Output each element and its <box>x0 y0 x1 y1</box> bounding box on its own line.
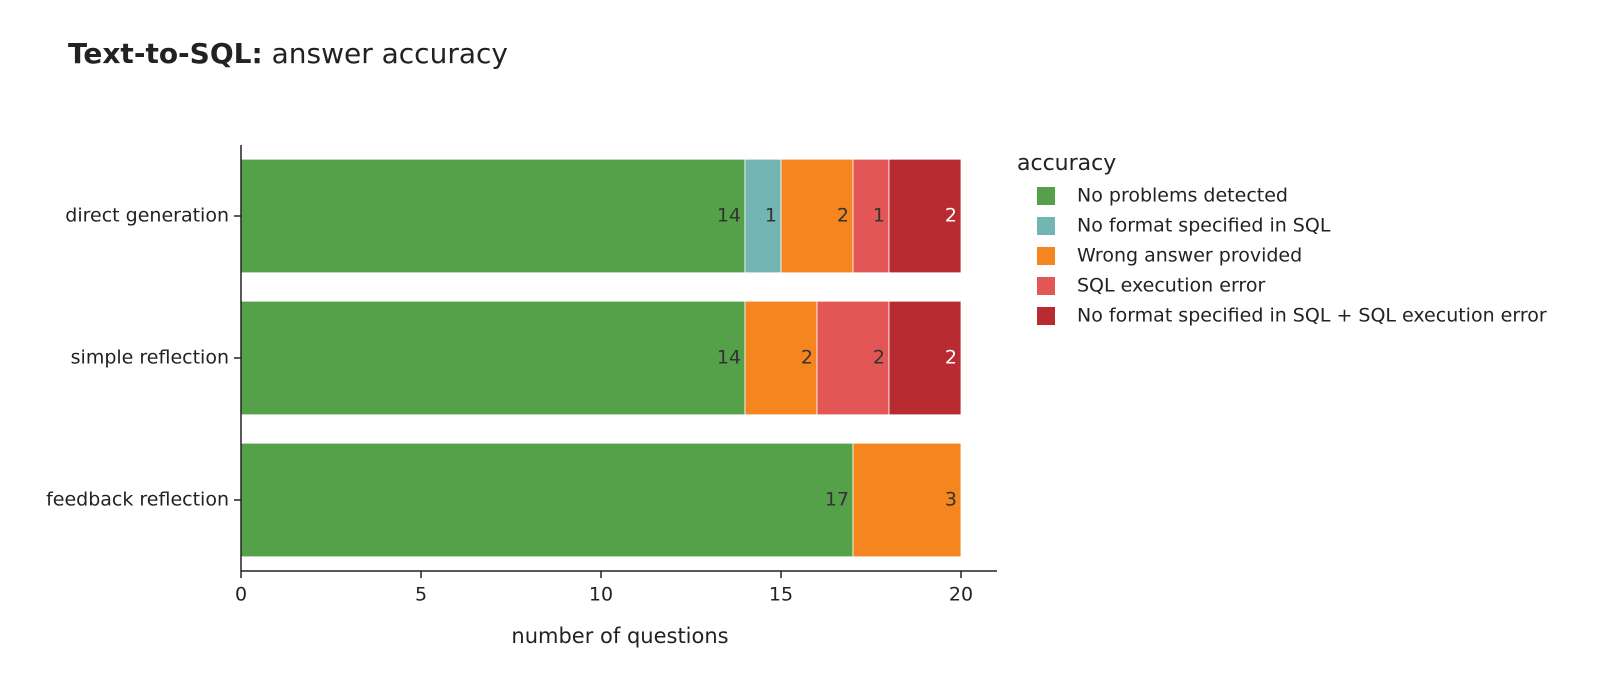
bar-segment <box>780 158 854 274</box>
x-tick-label: 20 <box>949 584 973 606</box>
bar-segment <box>888 158 962 274</box>
x-tick-label: 0 <box>235 584 247 606</box>
bar-segment <box>240 442 854 558</box>
bar-segment <box>888 300 962 416</box>
data-label: 17 <box>825 489 849 511</box>
legend-title: accuracy <box>1017 151 1116 176</box>
data-label: 14 <box>717 205 741 227</box>
data-label: 2 <box>945 347 957 369</box>
legend-swatch <box>1037 217 1055 235</box>
x-tick-label: 15 <box>769 584 793 606</box>
bar-segment <box>240 300 746 416</box>
legend-swatch <box>1037 277 1055 295</box>
bar-segment <box>240 158 746 274</box>
x-axis-label: number of questions <box>511 624 728 648</box>
legend-label: Wrong answer provided <box>1077 245 1302 267</box>
y-tick-label: direct generation <box>65 205 229 227</box>
legend-swatch <box>1037 247 1055 265</box>
legend-label: No format specified in SQL <box>1077 215 1331 237</box>
y-tick-label: feedback reflection <box>46 489 229 511</box>
legend-swatch <box>1037 307 1055 325</box>
chart-title: Text-to-SQL: answer accuracy <box>68 37 508 70</box>
data-label: 2 <box>873 347 885 369</box>
x-tick-label: 10 <box>589 584 613 606</box>
x-tick-label: 5 <box>415 584 427 606</box>
data-label: 3 <box>945 489 957 511</box>
y-tick-label: simple reflection <box>71 347 229 369</box>
legend-label: No format specified in SQL + SQL executi… <box>1077 305 1547 327</box>
data-label: 2 <box>837 205 849 227</box>
data-label: 1 <box>873 205 885 227</box>
legend-label: No problems detected <box>1077 185 1288 207</box>
data-label: 14 <box>717 347 741 369</box>
legend-label: SQL execution error <box>1077 275 1265 297</box>
title-bold: Text-to-SQL: <box>68 37 263 70</box>
legend-swatch <box>1037 187 1055 205</box>
data-label: 2 <box>801 347 813 369</box>
bar-segment <box>852 442 962 558</box>
data-label: 1 <box>765 205 777 227</box>
title-text: answer accuracy <box>272 37 508 70</box>
bar-segment <box>816 300 890 416</box>
data-label: 2 <box>945 205 957 227</box>
bar-segment <box>852 158 890 274</box>
